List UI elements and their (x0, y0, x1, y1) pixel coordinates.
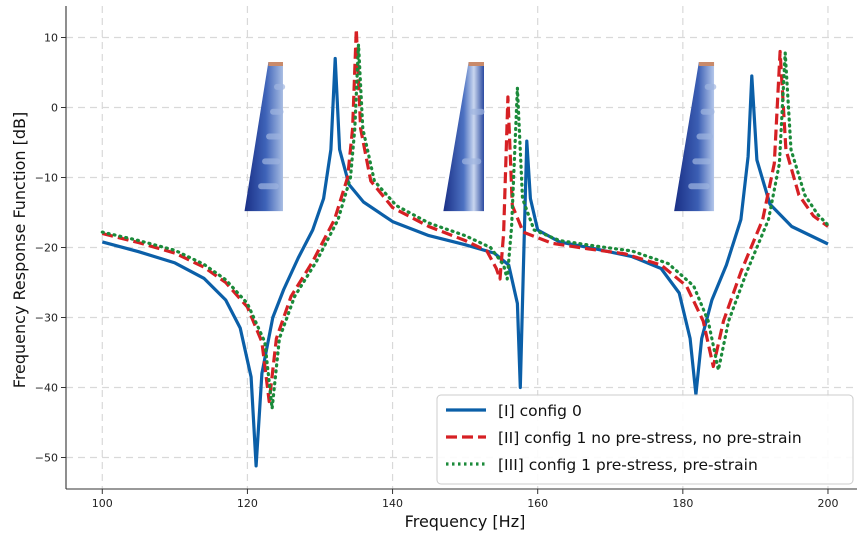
mode-shape-1-band-4 (262, 158, 281, 165)
mode-shape-3-band-1 (704, 83, 717, 90)
axes (61, 6, 857, 494)
mode-shape-3-band-2 (700, 108, 715, 115)
mode-shape-2 (443, 62, 485, 212)
legend-label-series-1: [II] config 1 no pre-stress, no pre-stra… (498, 429, 802, 447)
mode-shape-1-band-3 (266, 133, 282, 140)
x-axis-label: Frequency [Hz] (405, 512, 526, 531)
y-tick-label-4: −30 (35, 312, 58, 325)
x-tick-label-1: 120 (237, 497, 258, 510)
mode-shape-1-body (244, 62, 283, 212)
mode-shape-1-band-5 (258, 183, 279, 190)
y-tick-label-0: 10 (44, 32, 58, 45)
legend: [I] config 0 [II] config 1 no pre-stress… (436, 394, 854, 485)
mode-shape-3-band-3 (696, 133, 714, 140)
mode-shape-3-band-4 (692, 158, 712, 165)
mode-shape-1-root-edge (268, 62, 283, 66)
y-tick-label-2: −10 (35, 172, 58, 185)
legend-label-series-0: [I] config 0 (498, 402, 582, 420)
y-tick-label-3: −20 (35, 242, 58, 255)
mode-shape-2-root-edge (468, 62, 484, 66)
mode-shape-1-band-2 (270, 108, 284, 115)
y-tick-label-5: −40 (35, 382, 58, 395)
mode-shape-2-band-1 (470, 108, 485, 115)
legend-label-series-2: [III] config 1 pre-stress, pre-strain (498, 456, 758, 474)
series-line-1 (101, 27, 829, 404)
x-tick-label-2: 140 (382, 497, 403, 510)
mode-shape-2-band-2 (461, 158, 482, 165)
x-tick-label-5: 200 (817, 497, 838, 510)
mode-shape-3-band-5 (688, 183, 710, 190)
mode-shape-3-body (674, 62, 715, 212)
mode-shape-3-root-edge (698, 62, 715, 66)
mode-shape-1-band-1 (274, 83, 286, 90)
x-tick-label-0: 100 (92, 497, 113, 510)
mode-shape-2-body (443, 62, 484, 212)
mode-shape-1 (244, 62, 286, 212)
series-line-2 (100, 42, 830, 411)
y-tick-label-6: −50 (35, 452, 58, 465)
x-tick-label-4: 180 (672, 497, 693, 510)
x-tick-label-3: 160 (527, 497, 548, 510)
mode-shape-3 (674, 62, 717, 212)
y-tick-label-1: 0 (51, 102, 58, 115)
series (100, 27, 830, 468)
mode-shape-insets (244, 62, 717, 212)
legend-box (436, 394, 854, 485)
y-axis-label: Frequency Response Function [dB] (10, 112, 29, 388)
